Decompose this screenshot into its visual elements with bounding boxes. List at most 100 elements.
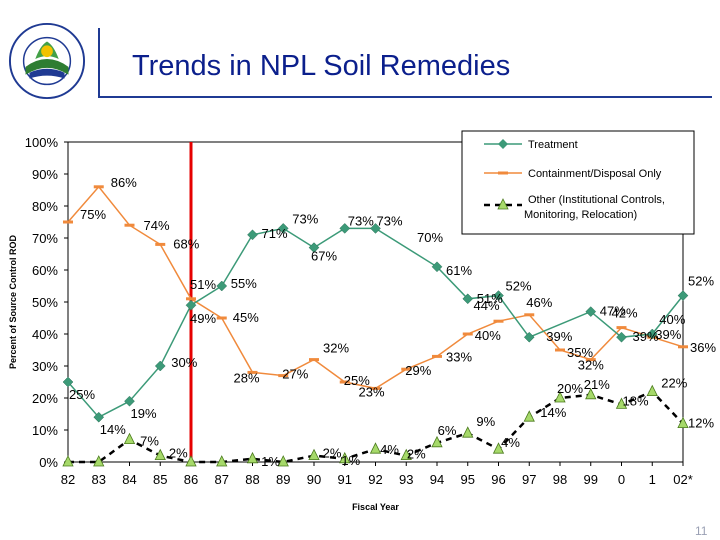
point-other bbox=[462, 426, 474, 438]
x-tick-label: 92 bbox=[368, 472, 382, 487]
data-label-other: 7% bbox=[140, 434, 159, 449]
x-tick-label: 82 bbox=[61, 472, 75, 487]
point-treatment bbox=[277, 223, 289, 234]
data-label-treatment: 73% bbox=[348, 213, 374, 228]
point-treatment bbox=[185, 299, 197, 311]
point-treatment bbox=[93, 411, 105, 423]
y-tick-label: 60% bbox=[32, 263, 58, 278]
data-label-containment: 28% bbox=[233, 370, 259, 385]
data-label-other: 18% bbox=[622, 393, 648, 408]
point-treatment bbox=[616, 331, 627, 343]
x-tick-label: 88 bbox=[245, 472, 259, 487]
data-label-containment: 25% bbox=[344, 373, 370, 388]
data-label-containment: 32% bbox=[323, 341, 349, 356]
data-label-containment: 32% bbox=[578, 358, 604, 373]
point-treatment bbox=[62, 376, 74, 388]
legend-marker-treatment bbox=[498, 139, 508, 149]
point-treatment bbox=[308, 242, 320, 253]
data-label-containment: 39% bbox=[655, 327, 681, 342]
y-tick-label: 100% bbox=[25, 135, 59, 150]
y-tick-label: 50% bbox=[32, 295, 58, 310]
data-label-treatment: 30% bbox=[171, 355, 197, 370]
data-label-other: 9% bbox=[476, 414, 495, 429]
epa-seal-icon bbox=[8, 22, 86, 100]
y-tick-label: 30% bbox=[32, 359, 58, 374]
x-tick-label: 0 bbox=[618, 472, 625, 487]
point-other bbox=[216, 455, 228, 467]
data-label-other: 4% bbox=[501, 435, 520, 450]
data-label-treatment: 52% bbox=[505, 279, 531, 294]
y-tick-label: 10% bbox=[32, 423, 58, 438]
data-label-treatment: 73% bbox=[292, 211, 318, 226]
page-title: Trends in NPL Soil Remedies bbox=[132, 50, 511, 82]
data-label-containment: 46% bbox=[526, 295, 552, 310]
data-label-other: 22% bbox=[661, 376, 687, 391]
x-tick-label: 1 bbox=[649, 472, 656, 487]
data-label-treatment: 49% bbox=[190, 311, 216, 326]
point-treatment bbox=[585, 306, 597, 317]
data-label-treatment: 67% bbox=[311, 249, 337, 264]
point-treatment bbox=[493, 290, 504, 301]
annotation-label: 70% bbox=[417, 230, 443, 245]
point-treatment bbox=[339, 223, 351, 234]
data-label-other: 1% bbox=[261, 454, 280, 469]
x-axis-title: Fiscal Year bbox=[352, 502, 399, 512]
data-label-treatment: 39% bbox=[632, 329, 658, 344]
data-label-treatment: 40% bbox=[659, 312, 685, 327]
legend-label-other: Other (Institutional Controls, Monitoring… bbox=[524, 194, 665, 221]
point-treatment bbox=[646, 328, 658, 340]
header-vertical-rule bbox=[98, 28, 100, 98]
legend-label-containment: Containment/Disposal Only bbox=[528, 168, 662, 180]
point-other bbox=[123, 432, 136, 445]
x-tick-label: 89 bbox=[276, 472, 290, 487]
data-label-treatment: 47% bbox=[600, 304, 626, 319]
x-tick-label: 93 bbox=[399, 472, 413, 487]
legend-box bbox=[461, 130, 695, 235]
y-tick-label: 80% bbox=[32, 199, 58, 214]
data-label-treatment: 25% bbox=[69, 387, 95, 402]
y-tick-label: 0% bbox=[39, 455, 58, 470]
point-treatment bbox=[247, 229, 258, 241]
x-tick-label: 94 bbox=[430, 472, 444, 487]
page-number: 11 bbox=[695, 524, 708, 538]
data-label-treatment: 73% bbox=[376, 213, 402, 228]
data-label-treatment: 71% bbox=[261, 226, 287, 241]
point-other bbox=[400, 448, 412, 461]
data-label-other: 2% bbox=[169, 446, 188, 461]
data-label-containment: 75% bbox=[80, 207, 106, 222]
legend-label-treatment: Treatment bbox=[528, 139, 578, 151]
data-label-containment: 51% bbox=[190, 277, 216, 292]
point-other bbox=[585, 387, 597, 400]
slide-header: Trends in NPL Soil Remedies bbox=[0, 0, 720, 112]
legend-marker-other bbox=[497, 198, 509, 210]
data-label-other: 6% bbox=[438, 423, 457, 438]
data-label-treatment: 51% bbox=[477, 291, 503, 306]
x-tick-label: 96 bbox=[491, 472, 505, 487]
y-tick-label: 20% bbox=[32, 391, 58, 406]
point-treatment bbox=[216, 280, 228, 292]
point-other bbox=[646, 384, 658, 397]
point-other bbox=[246, 451, 259, 464]
point-treatment bbox=[523, 331, 535, 343]
x-tick-label: 85 bbox=[153, 472, 167, 487]
data-label-containment: 36% bbox=[690, 340, 716, 355]
x-tick-label: 98 bbox=[553, 472, 567, 487]
point-treatment bbox=[124, 395, 135, 407]
x-tick-label: 97 bbox=[522, 472, 536, 487]
x-tick-label: 87 bbox=[215, 472, 229, 487]
data-label-other: 20% bbox=[557, 381, 583, 396]
point-other bbox=[308, 448, 320, 461]
point-treatment bbox=[154, 360, 166, 372]
data-label-containment: 35% bbox=[567, 345, 593, 360]
point-other bbox=[369, 442, 382, 454]
point-other bbox=[339, 451, 351, 464]
point-treatment bbox=[462, 293, 474, 305]
data-label-other: 4% bbox=[380, 442, 399, 457]
point-other bbox=[523, 410, 535, 422]
data-label-containment: 68% bbox=[173, 236, 199, 251]
data-label-other: 21% bbox=[584, 377, 610, 392]
x-tick-label: 91 bbox=[338, 472, 352, 487]
point-other bbox=[615, 397, 628, 409]
data-label-containment: 33% bbox=[446, 349, 472, 364]
